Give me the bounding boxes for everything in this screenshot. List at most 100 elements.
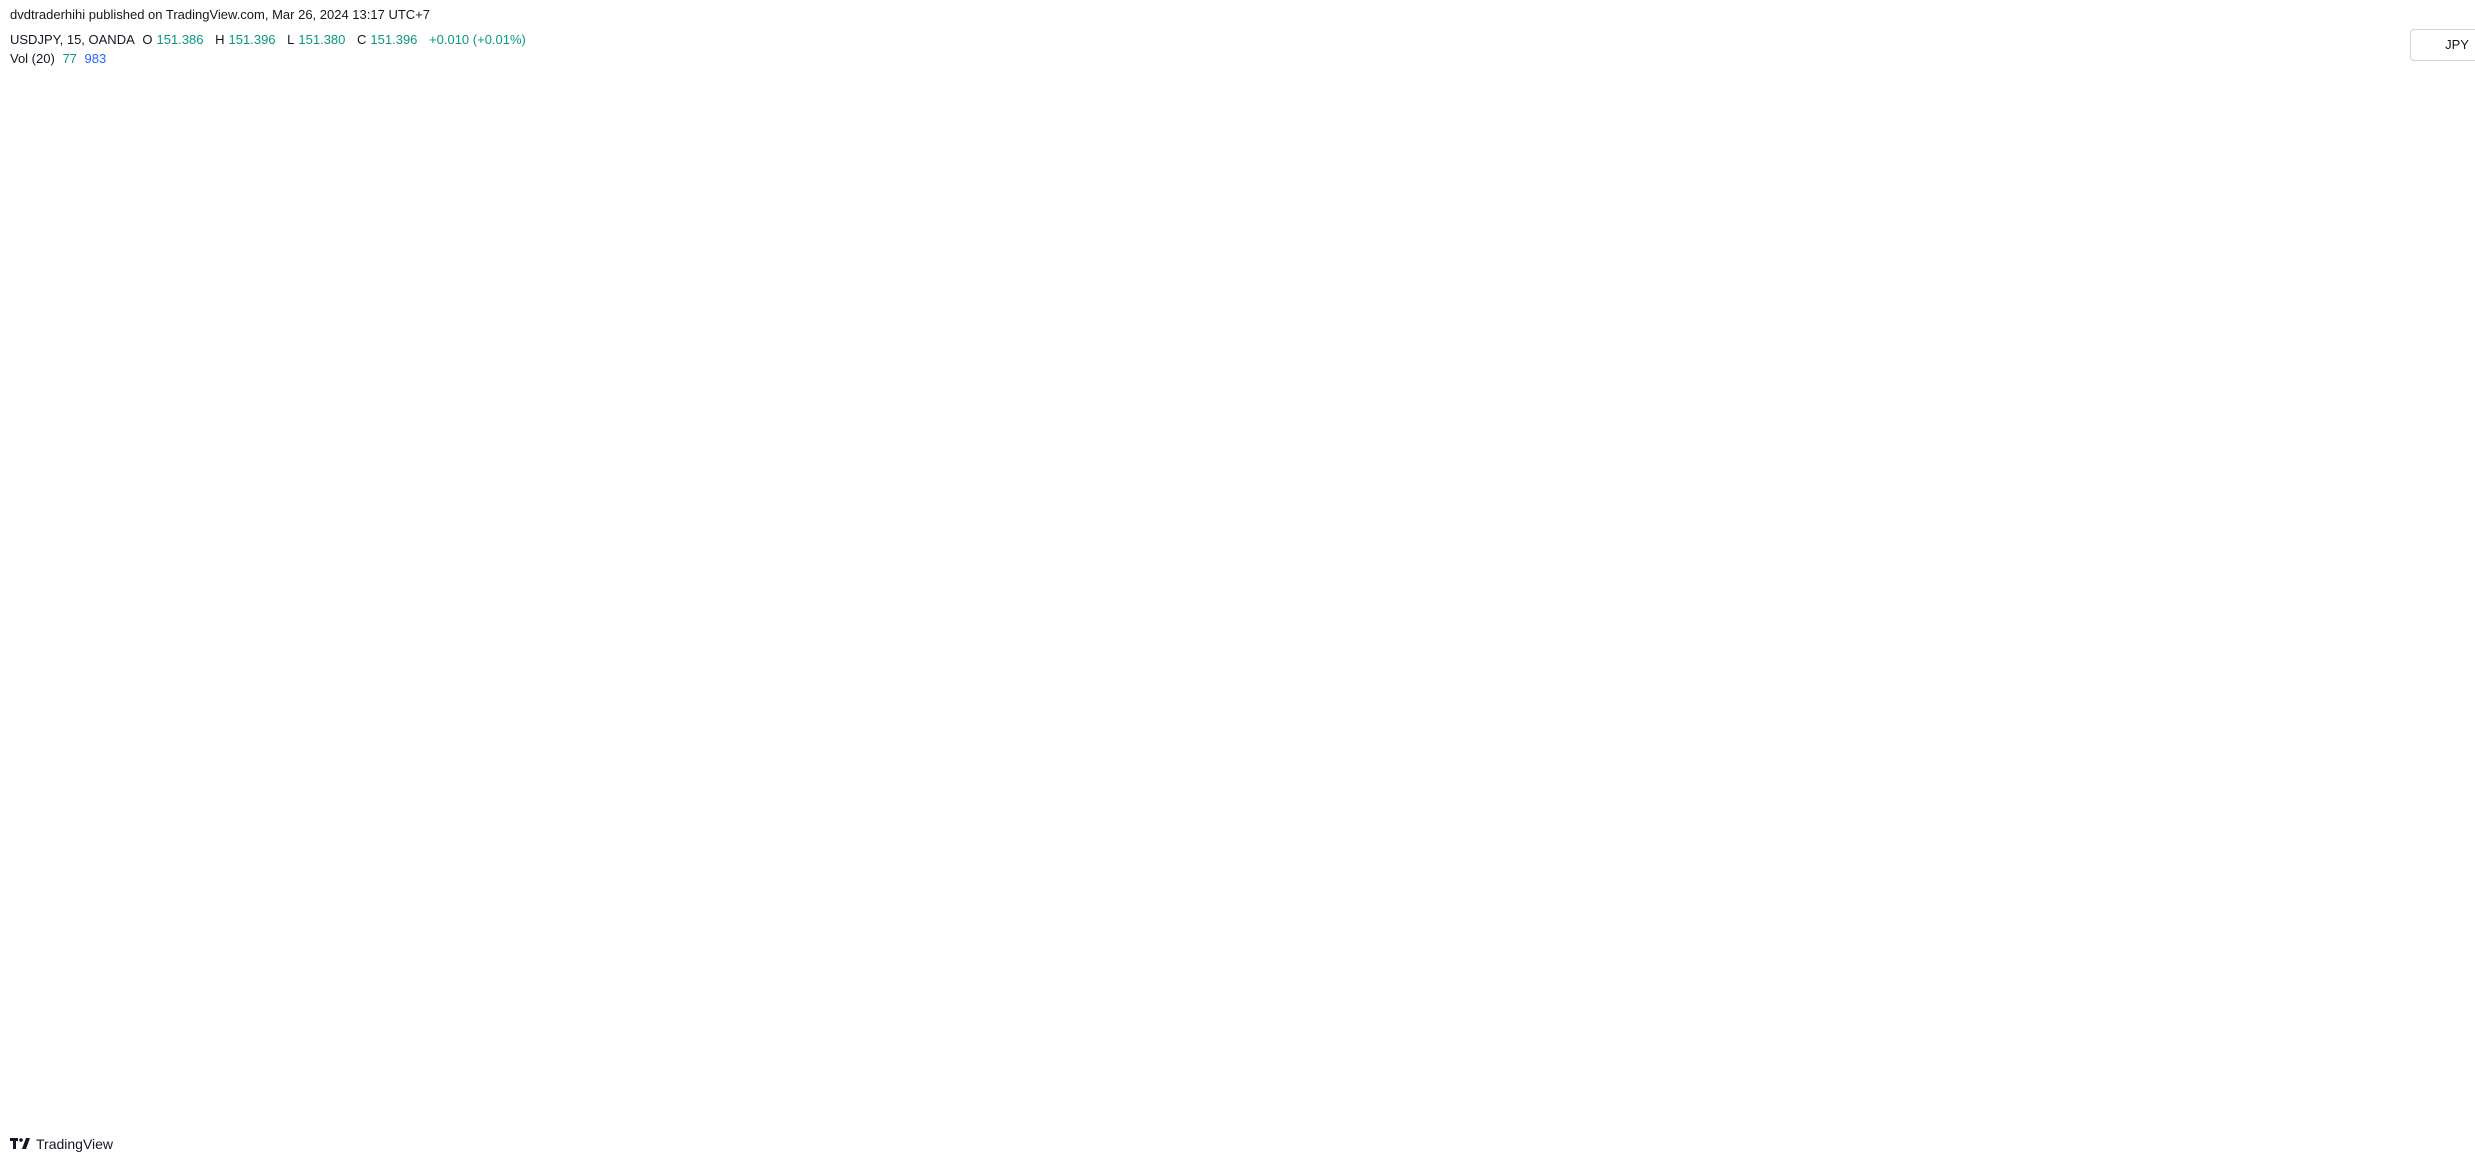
ohlc-bar [969, 499, 980, 603]
ohlc-bar [1102, 347, 1113, 389]
ohlc-bar [939, 511, 950, 573]
symbol-label[interactable]: USDJPY, 15, OANDA [10, 32, 135, 47]
ohlc-bar [1857, 317, 1868, 369]
open-label: O [142, 32, 153, 47]
price-badge-bg [2407, 472, 2461, 490]
position-tool[interactable] [1485, 292, 1811, 705]
ohlc-bar [421, 388, 432, 420]
volume-bar [1247, 1065, 1260, 1098]
head-drawing-right[interactable] [1253, 254, 1333, 277]
volume-bar [667, 978, 680, 1098]
price-badge-bg [2407, 695, 2461, 713]
time-axis[interactable]: 06:00 07:30 09:00 10:30 12:00 13:30 15:00 16:30… [86, 1106, 2408, 1121]
ohlc-bar [140, 407, 151, 491]
y-tick-label: 151.520 [2410, 207, 2457, 222]
volume-bar [328, 953, 341, 1098]
volume-bar [1981, 1018, 1994, 1098]
volume-bar [88, 990, 101, 1098]
volume-bar [1105, 1038, 1118, 1098]
volume-bar [385, 988, 398, 1098]
ohlc-bar [1812, 368, 1823, 399]
ohlc-bar [1205, 245, 1216, 297]
volume-bar [1275, 1070, 1288, 1098]
ohlc-bar [1931, 358, 1942, 389]
volume-bar [1035, 1010, 1048, 1098]
close-label: C [357, 32, 367, 47]
volume-bar [470, 1015, 483, 1098]
ohlc-bar [1620, 317, 1631, 369]
ohlc-bar [1709, 429, 1720, 522]
volume-bar [300, 963, 313, 1098]
open-value: 151.386 [156, 32, 204, 47]
price-badge-label: 983 [2423, 1009, 2445, 1024]
ohlc-bar [1546, 358, 1557, 380]
ohlc-bar [229, 479, 240, 573]
volume-bar [1162, 1025, 1175, 1098]
volume-bar [2024, 1088, 2036, 1098]
currency-button[interactable]: JPY [2410, 29, 2475, 61]
volume-bar [540, 990, 553, 1098]
ohlc-bar [332, 602, 343, 695]
take-profit-zone[interactable] [1485, 499, 1811, 704]
head-drawing-left[interactable] [1112, 260, 1181, 282]
volume-bar [1642, 1005, 1655, 1098]
volume-label[interactable]: Vol (20) [10, 51, 55, 66]
volume-bar [851, 1008, 864, 1098]
price-axis[interactable]: 151.680151.660151.640151.620151.600151.5… [2410, 44, 2457, 691]
volume-bar [1910, 1020, 1923, 1098]
volume-bar [696, 993, 709, 1098]
ohlc-bar [451, 347, 462, 420]
price-badge-label: 151.549 [2411, 285, 2458, 300]
ohlc-bar [1324, 224, 1335, 256]
volume-bar [1727, 993, 1740, 1098]
volume-bar [1670, 998, 1683, 1098]
volume-bar [1501, 1060, 1514, 1098]
stop-loss-zone[interactable] [1485, 292, 1811, 499]
volume-bar [1826, 1028, 1839, 1098]
settings-icon[interactable] [2402, 1078, 2422, 1098]
volume-bar [18, 1075, 31, 1098]
volume-bar [1331, 1080, 1344, 1098]
x-tick-label: 16:30 [2208, 1106, 2241, 1121]
x-tick-label: 15:00 [638, 1106, 671, 1121]
ohlc-bar [1635, 336, 1646, 440]
volume-bar [639, 998, 652, 1098]
volume-bar [145, 953, 158, 1098]
ohlc-bar [1013, 439, 1024, 481]
volume-bar [1317, 1078, 1330, 1098]
volume-bar [1797, 1003, 1810, 1098]
volume-bar [936, 993, 949, 1098]
volume-bar [1882, 1003, 1895, 1098]
x-tick-label: 19 [2393, 1106, 2407, 1121]
filled-profit-zone [1546, 499, 1688, 704]
tradingview-logo[interactable]: TradingView [10, 1136, 113, 1152]
ohlc-bar [1738, 377, 1749, 460]
x-tick-label: 19:30 [916, 1106, 949, 1121]
y-tick-label: 151.180 [2410, 554, 2457, 569]
ohlc-bar [584, 347, 595, 411]
ohlc-bar [599, 358, 610, 501]
ohlc-bar [525, 509, 536, 562]
x-tick-label: 09:00 [1746, 1106, 1779, 1121]
ohlc-bar [1117, 337, 1128, 369]
volume-bar [837, 993, 850, 1098]
volume-bar [1218, 1053, 1231, 1098]
volume-bar [1614, 988, 1627, 1098]
ohlc-bar [1457, 316, 1468, 328]
volume-bar [1557, 1030, 1570, 1098]
volume-bar [1586, 1018, 1599, 1098]
y-tick-label: 151.220 [2410, 513, 2457, 528]
y-tick-label: 151.120 [2410, 615, 2457, 630]
ohlc-bar [21, 286, 32, 360]
y-tick-label: 151.640 [2410, 85, 2457, 100]
volume-bar [1656, 993, 1669, 1098]
volume-bar [201, 948, 214, 1098]
ohlc-bar [1990, 347, 2001, 370]
ohlc-bar [865, 378, 876, 421]
y-tick-label: 151.100 [2410, 636, 2457, 651]
volume-bar [583, 1008, 596, 1098]
ohlc-bar [1220, 235, 1231, 307]
ohlc-bar [954, 499, 965, 613]
volume-bar [1868, 1005, 1881, 1098]
